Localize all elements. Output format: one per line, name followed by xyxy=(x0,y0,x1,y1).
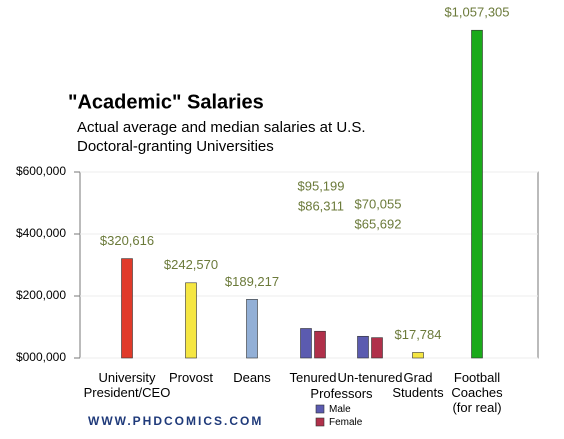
bar xyxy=(357,335,369,359)
value-label: $189,217 xyxy=(225,274,279,289)
x-tick-label: Un-tenured xyxy=(337,370,403,385)
x-tick-label: Professors xyxy=(310,386,373,401)
x-tick-label: Football Coaches (for real) xyxy=(451,370,503,415)
y-tick-label: $200,000 xyxy=(16,288,66,302)
value-label: $17,784 xyxy=(395,327,442,342)
y-tick-label: $400,000 xyxy=(16,226,66,240)
x-tick-label: Grad Students xyxy=(392,370,444,400)
footer: WWW.PHDCOMICS.COM xyxy=(88,414,263,428)
subtitle: Actual average and median salaries at U.… xyxy=(77,119,366,136)
value-label: $320,616 xyxy=(100,233,154,248)
value-label: $95,199 xyxy=(298,178,345,193)
x-tick-label: Tenured xyxy=(289,370,337,385)
bar xyxy=(121,258,133,359)
x-tick-label: Provost xyxy=(168,370,214,385)
value-label: $1,057,305 xyxy=(444,5,509,20)
value-label: $65,692 xyxy=(355,216,402,231)
value-label: $86,311 xyxy=(298,198,344,213)
value-label: $70,055 xyxy=(355,196,402,211)
legend-swatch xyxy=(315,417,325,427)
x-tick-label: Deans xyxy=(233,370,271,385)
bar xyxy=(371,337,383,359)
legend-label: Male xyxy=(329,404,351,415)
bar xyxy=(412,352,424,359)
subtitle: Doctoral-granting Universities xyxy=(77,138,274,155)
bar xyxy=(300,328,312,359)
x-tick-label: University President/CEO xyxy=(83,370,171,400)
bar xyxy=(246,299,258,359)
value-label: $242,570 xyxy=(164,257,218,272)
legend-swatch xyxy=(315,404,325,414)
bar xyxy=(185,282,197,359)
y-tick-label: $000,000 xyxy=(16,350,66,364)
y-tick-label: $600,000 xyxy=(16,164,66,178)
legend-label: Female xyxy=(329,417,363,428)
bar xyxy=(314,330,326,359)
bar xyxy=(471,29,483,359)
chart-title: "Academic" Salaries xyxy=(68,91,264,113)
